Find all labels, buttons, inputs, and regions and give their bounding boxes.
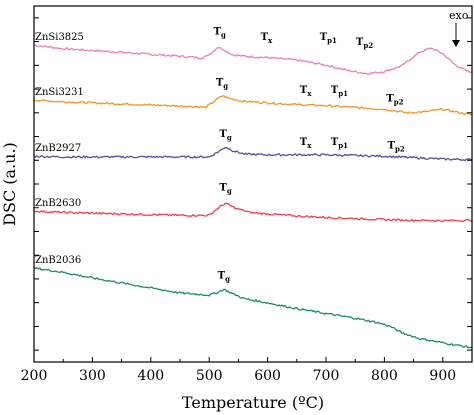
series-label-znb2927: ZnB2927 <box>35 143 81 154</box>
x-tick-label-500: 500 <box>196 368 223 384</box>
exo-indicator: exo <box>449 9 469 47</box>
tick-layer: 200 300 400 500 600 700 800 900 <box>21 17 472 384</box>
series-line-znb2036 <box>33 266 473 349</box>
series-label-znb2630: ZnB2630 <box>35 198 81 209</box>
series-layer <box>33 44 473 349</box>
annotation-znb2036-tg: Tg <box>218 271 230 284</box>
y-axis-title: DSC (a.u.) <box>0 142 19 226</box>
x-tick-label-300: 300 <box>79 368 106 384</box>
x-axis-title: Temperature (ºC) <box>182 393 324 412</box>
series-line-znsi3825 <box>33 44 473 76</box>
annotation-znb2927-tx: Tx <box>300 137 312 150</box>
annotation-znsi3231-tx: Tx <box>300 85 312 98</box>
plot-frame <box>33 5 473 363</box>
exo-label: exo <box>449 9 469 22</box>
annotation-znb2927-tg: Tg <box>219 129 231 142</box>
x-tick-label-400: 400 <box>137 368 164 384</box>
series-label-znsi3231: ZnSi3231 <box>35 87 84 98</box>
annotation-znsi3825-tg: Tg <box>214 27 226 40</box>
x-tick-label-800: 800 <box>371 368 398 384</box>
exo-arrow-head <box>452 40 460 47</box>
annotation-znsi3231-tp1: Tp1 <box>331 85 348 98</box>
label-layer: ZnSi3825 Tg Tx Tp1 Tp2 ZnSi3231 Tg Tx Tp1 Tp2 ZnB2… <box>35 27 405 284</box>
annotation-znsi3825-tp1: Tp1 <box>320 32 337 45</box>
annotation-znsi3825-tp2: Tp2 <box>356 37 373 50</box>
series-label-znsi3825: ZnSi3825 <box>35 32 84 43</box>
x-tick-label-700: 700 <box>313 368 340 384</box>
series-label-znb2036: ZnB2036 <box>35 255 81 266</box>
annotation-znsi3825-tx: Tx <box>261 32 273 45</box>
annotation-znsi3231-tg: Tg <box>216 78 228 91</box>
x-tick-label-600: 600 <box>254 368 281 384</box>
annotation-znb2630-tg: Tg <box>219 182 231 195</box>
x-tick-label-200: 200 <box>21 368 48 384</box>
x-tick-label-900: 900 <box>429 368 456 384</box>
series-line-znsi3231 <box>33 95 473 116</box>
series-line-znb2630 <box>33 202 473 223</box>
series-line-znb2927 <box>33 147 473 162</box>
annotation-znb2927-tp1: Tp1 <box>331 137 348 150</box>
annotation-znsi3231-tp2: Tp2 <box>386 93 403 106</box>
annotation-znb2927-tp2: Tp2 <box>387 140 404 153</box>
